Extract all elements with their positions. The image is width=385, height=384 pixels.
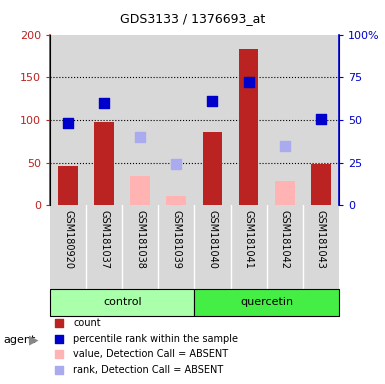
Bar	[194, 205, 231, 289]
Text: GSM181043: GSM181043	[316, 210, 326, 268]
Point	[209, 98, 216, 104]
Text: rank, Detection Call = ABSENT: rank, Detection Call = ABSENT	[73, 365, 223, 375]
Bar	[122, 205, 158, 289]
Bar	[50, 205, 86, 289]
Text: GSM181041: GSM181041	[244, 210, 254, 268]
Point	[318, 116, 324, 122]
Bar	[166, 196, 186, 205]
Point	[56, 336, 62, 342]
Point	[56, 351, 62, 358]
Text: value, Detection Call = ABSENT: value, Detection Call = ABSENT	[73, 349, 228, 359]
Bar	[266, 205, 303, 289]
Text: GDS3133 / 1376693_at: GDS3133 / 1376693_at	[120, 12, 265, 25]
Text: GSM181038: GSM181038	[135, 210, 145, 268]
Text: percentile rank within the sample: percentile rank within the sample	[73, 334, 238, 344]
Bar	[86, 35, 122, 205]
Text: agent: agent	[4, 335, 36, 345]
Bar	[50, 289, 194, 316]
Bar	[158, 205, 194, 289]
Text: count: count	[73, 318, 101, 328]
Bar	[231, 35, 266, 205]
Bar	[131, 175, 150, 205]
Point	[65, 119, 71, 126]
Point	[246, 78, 252, 84]
Point	[173, 161, 179, 167]
Text: GSM181039: GSM181039	[171, 210, 181, 268]
Bar	[194, 35, 231, 205]
Text: GSM180920: GSM180920	[63, 210, 73, 269]
Point	[137, 134, 143, 140]
Bar	[311, 164, 331, 205]
Text: GSM181040: GSM181040	[208, 210, 218, 268]
Point	[281, 143, 288, 149]
Bar	[58, 166, 78, 205]
Bar	[50, 35, 86, 205]
Bar	[203, 132, 223, 205]
Text: GSM181037: GSM181037	[99, 210, 109, 269]
Bar	[86, 205, 122, 289]
Bar	[239, 49, 258, 205]
Bar	[94, 122, 114, 205]
Bar	[194, 289, 339, 316]
Point	[56, 367, 62, 373]
Bar	[231, 205, 266, 289]
Text: control: control	[103, 297, 142, 307]
Text: quercetin: quercetin	[240, 297, 293, 307]
Text: GSM181042: GSM181042	[280, 210, 290, 269]
Point	[56, 320, 62, 326]
Bar	[122, 35, 158, 205]
Bar	[303, 35, 339, 205]
Text: ▶: ▶	[29, 333, 38, 346]
Bar	[275, 180, 295, 205]
Bar	[303, 205, 339, 289]
Bar	[266, 35, 303, 205]
Bar	[158, 35, 194, 205]
Point	[101, 100, 107, 106]
